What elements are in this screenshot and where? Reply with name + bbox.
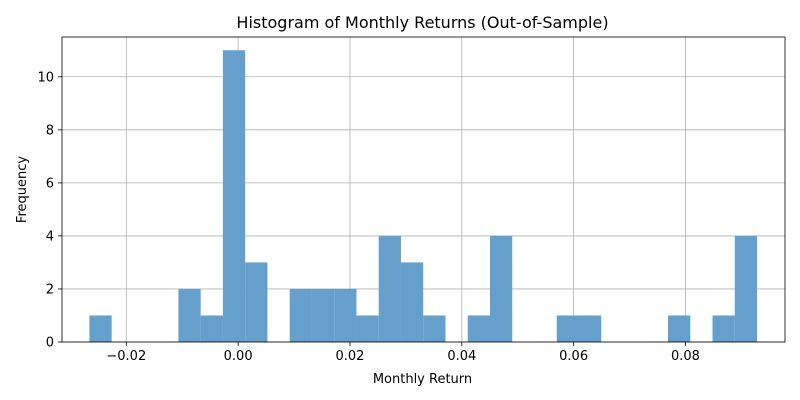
histogram-bar-11 [334, 288, 357, 342]
chart-title: Histogram of Monthly Returns (Out-of-Sam… [236, 13, 608, 32]
y-ticks: 0 2 4 6 8 10 [37, 70, 62, 351]
histogram-bar-28 [712, 315, 735, 342]
histogram-bar-26 [668, 315, 691, 342]
histogram-bar-6 [222, 50, 246, 343]
y-tick-label-4: 8 [46, 123, 54, 138]
histogram-bar-29 [734, 235, 758, 342]
histogram-bar-17 [467, 315, 490, 342]
histogram-bar-22 [579, 315, 602, 342]
x-tick-label-3: 0.04 [447, 349, 476, 364]
histogram-bar-10 [311, 288, 335, 342]
y-axis-label: Frequency [15, 156, 30, 223]
histogram-bar-18 [489, 235, 513, 342]
y-tick-label-3: 6 [46, 176, 54, 191]
histogram-bar-12 [356, 315, 379, 342]
x-tick-label-4: 0.06 [559, 349, 588, 364]
histogram-bar-5 [200, 315, 223, 342]
y-tick-label-5: 10 [37, 70, 54, 85]
histogram-bar-15 [423, 315, 446, 342]
x-tick-label-2: 0.02 [335, 349, 364, 364]
histogram-bars [89, 50, 758, 343]
histogram-bar-7 [245, 262, 268, 342]
histogram-bar-4 [178, 288, 201, 342]
x-axis-label: Monthly Return [373, 372, 472, 387]
x-tick-label-1: 0.00 [224, 349, 253, 364]
histogram-bar-21 [556, 315, 580, 342]
grid [62, 37, 785, 343]
axes [61, 36, 786, 343]
y-tick-label-1: 2 [46, 282, 54, 297]
histogram-bar-13 [378, 235, 401, 342]
x-tick-label-5: 0.08 [671, 349, 700, 364]
histogram-bar-0 [89, 315, 112, 342]
histogram-bar-9 [289, 288, 312, 342]
x-tick-label-0: −0.02 [106, 349, 146, 364]
y-tick-label-2: 4 [46, 229, 54, 244]
histogram-bar-14 [400, 262, 424, 342]
plot-frame [61, 36, 786, 343]
x-ticks: −0.02 0.00 0.02 0.04 0.06 0.08 [106, 342, 700, 364]
y-tick-label-0: 0 [46, 336, 54, 351]
